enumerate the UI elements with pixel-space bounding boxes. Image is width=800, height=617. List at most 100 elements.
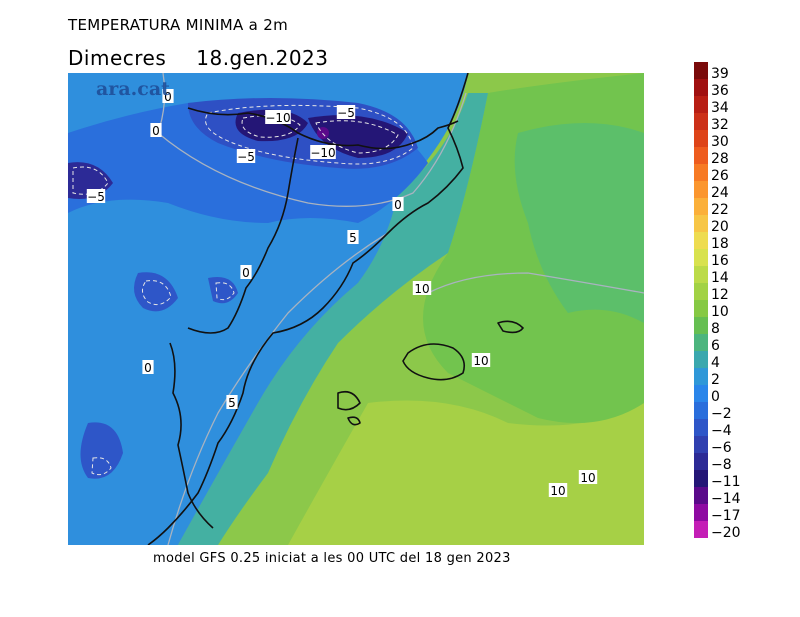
- isotherm-minus5: [205, 104, 414, 165]
- legend-label: −4: [711, 423, 732, 439]
- model-run-caption: model GFS 0.25 iniciat a les 00 UTC del …: [153, 551, 511, 566]
- legend-swatch: [694, 198, 708, 215]
- legend-swatch: [694, 351, 708, 368]
- svg-text:0: 0: [144, 361, 152, 375]
- legend-label: 8: [711, 321, 720, 337]
- legend-label: −11: [711, 474, 741, 490]
- svg-text:−10: −10: [265, 111, 290, 125]
- legend-label: 18: [711, 236, 729, 252]
- map-date: Dimecres 18.gen.2023: [68, 46, 329, 70]
- svg-text:−10: −10: [310, 146, 335, 160]
- field-warm-south: [288, 400, 644, 545]
- legend-label: −14: [711, 491, 741, 507]
- island-mallorca: [402, 343, 466, 381]
- legend-swatch: [694, 402, 708, 419]
- svg-text:10: 10: [580, 471, 595, 485]
- isotherm-minus10: [241, 115, 301, 138]
- coastline-mainland: [147, 73, 469, 545]
- legend-label: 32: [711, 117, 729, 133]
- legend-swatch: [694, 62, 708, 79]
- contour-label: 10: [548, 483, 568, 498]
- legend-label: 26: [711, 168, 729, 184]
- svg-text:5: 5: [349, 231, 357, 245]
- legend-swatch: [694, 419, 708, 436]
- legend-label: 10: [711, 304, 729, 320]
- legend-label: 20: [711, 219, 729, 235]
- contour-label: −10: [310, 145, 336, 160]
- legend-label: −2: [711, 406, 732, 422]
- legend-swatch: [694, 334, 708, 351]
- brand-logo: ara.cat: [96, 78, 170, 100]
- legend-swatch: [694, 113, 708, 130]
- field-cold-spot-2: [208, 277, 238, 304]
- legend-label: 39: [711, 66, 729, 82]
- legend-swatch: [694, 215, 708, 232]
- svg-text:−5: −5: [337, 106, 355, 120]
- legend-swatch: [694, 130, 708, 147]
- date-value: 18.gen.2023: [196, 46, 329, 70]
- contour-label: 10: [471, 353, 491, 368]
- contour-label: −5: [86, 189, 106, 204]
- legend-label: −8: [711, 457, 732, 473]
- contour-label: −5: [236, 149, 256, 164]
- contour-label: 0: [162, 89, 174, 104]
- svg-text:0: 0: [152, 124, 160, 138]
- border-andorra: [187, 137, 299, 334]
- legend-label: 4: [711, 355, 720, 371]
- isotherm-minus10b: [315, 120, 399, 154]
- legend-swatch: [694, 300, 708, 317]
- legend-swatch: [694, 164, 708, 181]
- legend-swatch: [694, 368, 708, 385]
- svg-text:0: 0: [164, 90, 172, 104]
- legend-swatch: [694, 504, 708, 521]
- legend-label: 14: [711, 270, 729, 286]
- svg-text:0: 0: [242, 266, 250, 280]
- contour-label: 0: [392, 197, 404, 212]
- legend-swatch: [694, 147, 708, 164]
- legend-swatch: [694, 232, 708, 249]
- legend-bar: [694, 62, 708, 538]
- contour-label: 10: [412, 281, 432, 296]
- legend-label: 34: [711, 100, 729, 116]
- weekday: Dimecres: [68, 46, 167, 70]
- legend-swatch: [694, 436, 708, 453]
- svg-text:10: 10: [414, 282, 429, 296]
- contour-label: −5: [336, 105, 356, 120]
- legend-swatch: [694, 487, 708, 504]
- legend-label: 30: [711, 134, 729, 150]
- isotherm-minus5-spot-3: [91, 457, 112, 476]
- svg-text:0: 0: [394, 198, 402, 212]
- contour-label: 0: [142, 360, 154, 375]
- legend-swatch: [694, 96, 708, 113]
- svg-text:10: 10: [473, 354, 488, 368]
- legend-label: 12: [711, 287, 729, 303]
- isotherm-minus5-spot-2: [215, 282, 235, 301]
- legend-label: 16: [711, 253, 729, 269]
- isotherm-10: [427, 272, 644, 294]
- legend-label: 6: [711, 338, 720, 354]
- legend-label: 36: [711, 83, 729, 99]
- island-ibiza: [337, 390, 361, 411]
- svg-text:−5: −5: [237, 150, 255, 164]
- legend-swatch: [694, 521, 708, 538]
- contour-label: −10: [265, 110, 291, 125]
- legend-label: −6: [711, 440, 732, 456]
- svg-text:−5: −5: [87, 190, 105, 204]
- legend-swatch: [694, 385, 708, 402]
- field-cold-spot-3: [80, 422, 123, 479]
- isotherm-5: [167, 232, 389, 545]
- legend-swatch: [694, 283, 708, 300]
- field-sea-teal: [514, 123, 644, 323]
- legend-label: 2: [711, 372, 720, 388]
- contour-label: 10: [578, 470, 598, 485]
- legend-label: 24: [711, 185, 729, 201]
- svg-text:5: 5: [228, 396, 236, 410]
- svg-text:10: 10: [550, 484, 565, 498]
- legend-label: 28: [711, 151, 729, 167]
- legend-swatch: [694, 470, 708, 487]
- legend-label: 22: [711, 202, 729, 218]
- legend-label: −17: [711, 508, 741, 524]
- temperature-map: −10 −5 −5 −10 −5 0 0 5 0 10 0 10 5 10 10 0: [68, 73, 644, 545]
- field-coastal-teal: [178, 93, 488, 545]
- border-portugal: [169, 342, 214, 529]
